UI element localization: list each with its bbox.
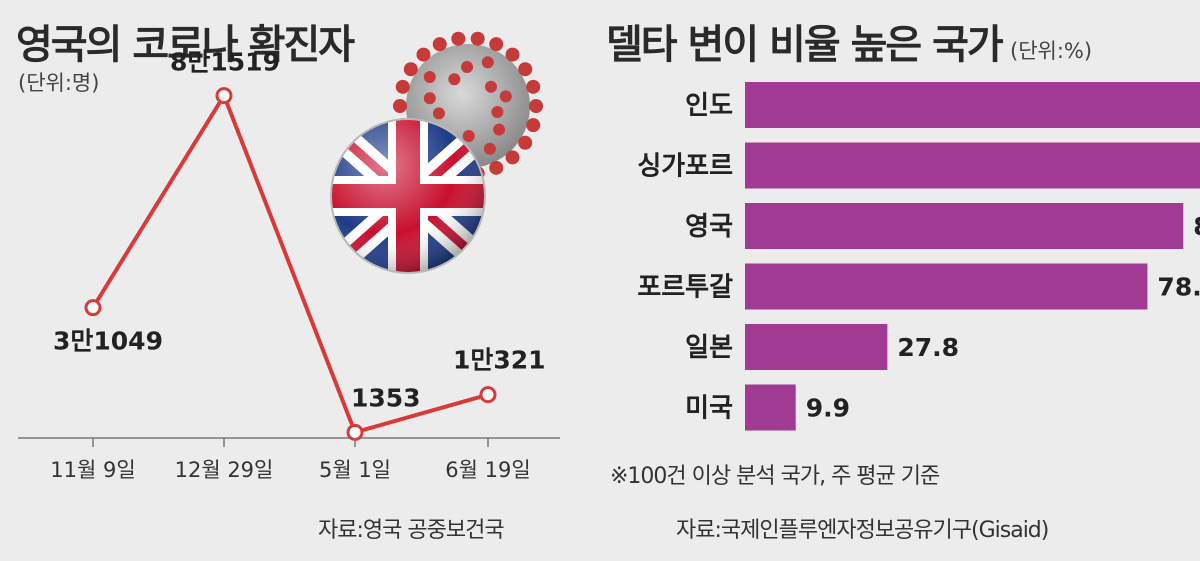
data-label: 27.8: [897, 333, 959, 362]
category-label: 영국: [685, 212, 733, 242]
bar: [745, 82, 1200, 128]
data-point: [346, 423, 364, 441]
data-label: 85.6: [1193, 212, 1200, 241]
data-label: 1353: [351, 383, 421, 412]
series-line: [91, 91, 489, 435]
x-tick-label: 12월 29일: [175, 458, 274, 482]
data-label: 3만1049: [53, 327, 163, 356]
illustration: [330, 31, 543, 274]
left-chart-title: 영국의 코로나 확진자: [16, 22, 355, 68]
data-label: 1만321: [453, 346, 546, 375]
right-chart-title: 델타 변이 비율 높은 국가: [606, 22, 1004, 68]
bar: [745, 203, 1184, 249]
data-point: [84, 299, 102, 317]
data-label: 78.6: [1157, 273, 1200, 302]
bar: [745, 384, 796, 431]
line-chart: 3만1049 11월 9일 8만1519 12월 29일 1353 5월 1일 1만321 6…: [18, 48, 560, 482]
category-label: 일본: [685, 333, 733, 363]
category-label: 인도: [685, 91, 733, 121]
bar: [745, 142, 1200, 189]
bar: [745, 324, 888, 370]
category-label: 싱가포르: [637, 152, 733, 182]
category-label: 미국: [685, 394, 733, 424]
left-source: 자료:영국 공중보건국: [318, 518, 505, 543]
right-chart-unit: (단위:%): [1010, 39, 1093, 63]
data-label: 9.9: [806, 394, 850, 423]
data-point: [479, 386, 497, 404]
x-tick-label: 11월 9일: [50, 458, 135, 482]
data-point: [215, 87, 233, 105]
x-tick-label: 5월 1일: [319, 458, 391, 482]
category-label: 포르투갈: [637, 273, 733, 303]
right-source: 자료:국제인플루엔자정보공유기구(Gisaid): [676, 518, 1049, 543]
right-footnote: ※100건 이상 분석 국가, 주 평균 기준: [610, 464, 940, 489]
data-label: 8만1519: [170, 48, 280, 77]
left-chart-unit: (단위:명): [18, 71, 100, 95]
bar: [745, 263, 1148, 310]
x-tick-label: 6월 19일: [445, 458, 530, 482]
